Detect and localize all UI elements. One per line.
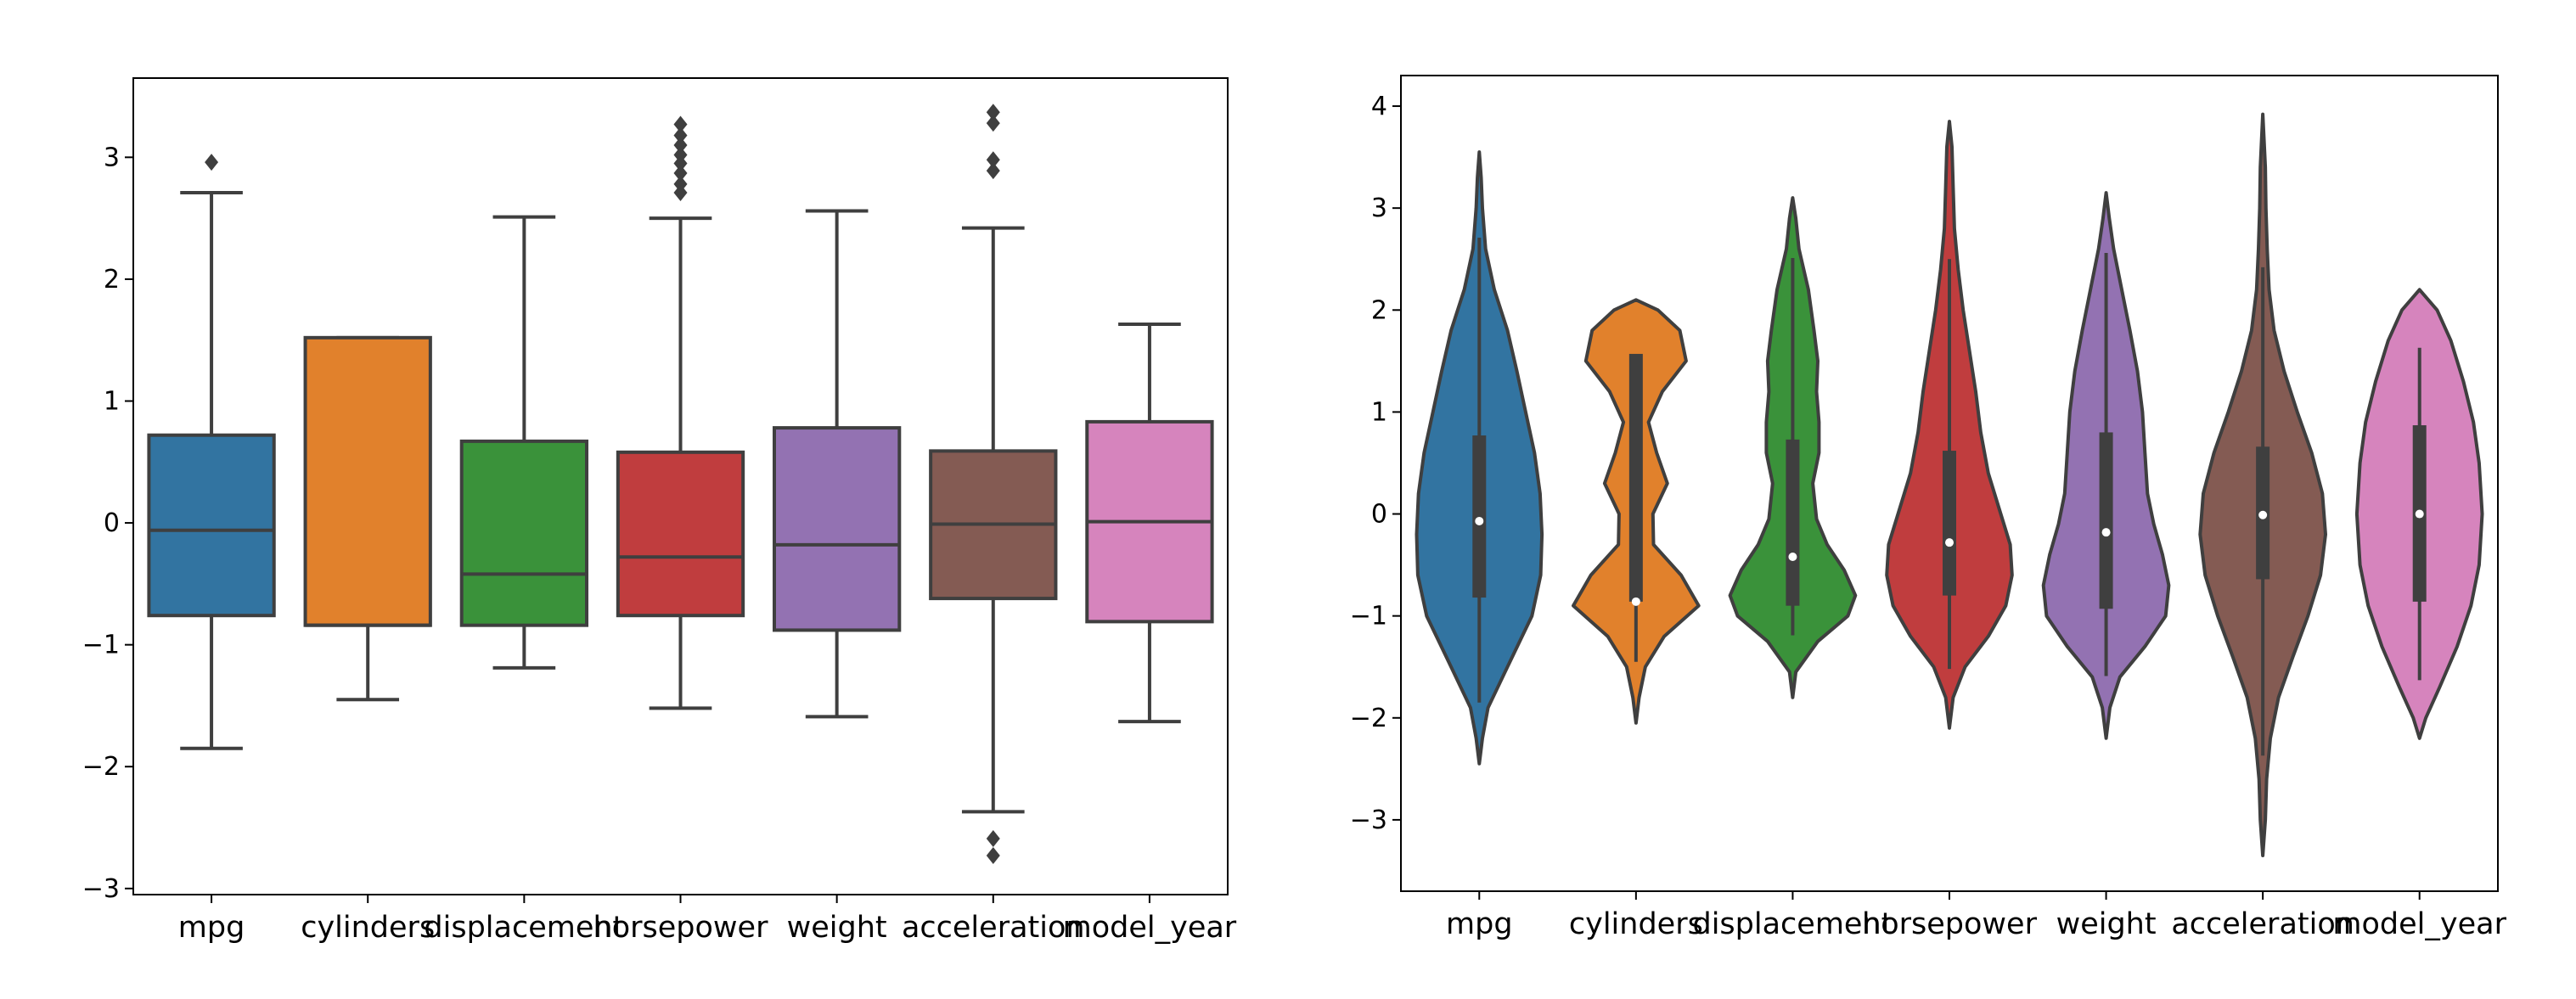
outlier-point (673, 154, 688, 172)
x-tick-label: weight (2056, 907, 2157, 941)
y-tick-label: −1 (1350, 602, 1387, 631)
y-tick-label: 0 (104, 508, 120, 538)
box-cylinders (303, 335, 432, 627)
box-mpg (147, 433, 276, 618)
axes-frame (1400, 75, 2499, 892)
x-tick-label: mpg (178, 911, 245, 945)
x-tick-label: horsepower (1862, 907, 2038, 941)
outlier-point (986, 162, 1000, 180)
violin-iqr-bar (2099, 432, 2113, 609)
x-tick-label: weight (787, 911, 887, 945)
y-tick-label: 1 (1371, 397, 1387, 427)
x-tick-label: acceleration (902, 911, 1085, 945)
outlier-point (673, 136, 688, 154)
outlier-point (986, 104, 1000, 121)
x-tick-label: horsepower (593, 911, 769, 945)
outlier-point (673, 115, 688, 133)
y-tick-label: 3 (104, 143, 120, 172)
y-tick-label: 3 (1371, 194, 1387, 223)
x-tick-label: model_year (1063, 911, 1237, 945)
y-tick-label: −2 (1350, 704, 1387, 733)
y-tick-label: −3 (82, 874, 120, 904)
outlier-point (673, 146, 688, 164)
violin-median-dot (1631, 597, 1640, 606)
outlier-point (205, 154, 219, 171)
outlier-point (986, 847, 1000, 865)
violin-median-dot (2415, 509, 2424, 519)
outlier-point (986, 151, 1000, 169)
boxplot-panel: −3 −2 −1 0 1 2 3 mpg cylindersdisplacementhorsep… (82, 77, 1237, 945)
x-tick-label: model_year (2332, 907, 2506, 941)
x-tick-label: cylinders (301, 911, 435, 945)
axes-frame (132, 77, 1229, 895)
y-tick-label: −1 (82, 631, 120, 660)
y-tick-label: 0 (1371, 500, 1387, 530)
violinplot-panel: −3 −2 −1 0 1 2 3 4 mpg cylindersdisplacementhorse… (1350, 75, 2507, 941)
y-tick-label: −2 (82, 752, 120, 782)
x-tick-label: displacement (424, 911, 624, 945)
violin-median-dot (1475, 516, 1484, 525)
violin-median-dot (1788, 552, 1797, 561)
box-horsepower (616, 450, 745, 618)
y-tick-label: 4 (1371, 92, 1387, 121)
outlier-point (986, 829, 1000, 847)
outlier-point (673, 164, 688, 182)
outlier-point (673, 126, 688, 144)
x-tick-label: displacement (1692, 907, 1893, 941)
outlier-point (673, 175, 688, 193)
y-tick-label: 1 (104, 386, 120, 416)
violin-iqr-bar (1628, 353, 1643, 602)
y-tick-label: −3 (1350, 805, 1387, 835)
violin-median-dot (2101, 528, 2111, 537)
box-weight (772, 426, 902, 632)
box-displacement (459, 439, 589, 627)
violin-iqr-bar (1943, 451, 1956, 596)
violin-iqr-bar (1786, 439, 1800, 606)
outlier-point (673, 183, 688, 201)
violin-median-dot (1945, 538, 1954, 547)
x-tick-label: cylinders (1569, 907, 1703, 941)
y-tick-label: 2 (1371, 295, 1387, 325)
x-tick-label: acceleration (2171, 907, 2354, 941)
violin-median-dot (2258, 510, 2268, 519)
outlier-point (986, 115, 1000, 132)
y-tick-label: 2 (104, 265, 120, 295)
x-tick-label: mpg (1446, 907, 1513, 941)
violin-iqr-bar (1472, 435, 1487, 598)
